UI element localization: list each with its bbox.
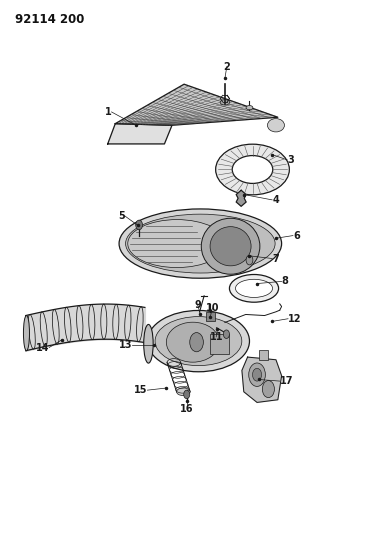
Bar — [206, 312, 215, 321]
Text: 14: 14 — [36, 343, 49, 352]
Ellipse shape — [220, 100, 229, 105]
Circle shape — [190, 333, 203, 352]
Circle shape — [246, 255, 253, 265]
Polygon shape — [236, 190, 246, 206]
Circle shape — [249, 363, 265, 386]
Ellipse shape — [246, 106, 253, 110]
Ellipse shape — [215, 144, 290, 195]
Text: 15: 15 — [134, 385, 147, 395]
Text: 3: 3 — [287, 155, 294, 165]
Ellipse shape — [119, 209, 282, 278]
Polygon shape — [115, 84, 278, 125]
Ellipse shape — [210, 227, 251, 266]
Ellipse shape — [232, 156, 273, 183]
Ellipse shape — [144, 325, 153, 363]
Ellipse shape — [229, 274, 279, 302]
Ellipse shape — [201, 219, 260, 274]
Ellipse shape — [268, 118, 284, 132]
Ellipse shape — [147, 310, 249, 372]
Text: 11: 11 — [209, 332, 223, 342]
Text: 12: 12 — [288, 314, 302, 324]
Bar — [259, 350, 268, 360]
Text: 9: 9 — [194, 300, 201, 310]
Ellipse shape — [128, 220, 226, 268]
Bar — [210, 334, 229, 354]
Ellipse shape — [23, 316, 29, 351]
Text: 92114 200: 92114 200 — [15, 13, 85, 26]
Text: 7: 7 — [272, 254, 279, 263]
Text: 8: 8 — [282, 277, 288, 286]
Circle shape — [253, 368, 262, 381]
Ellipse shape — [235, 279, 273, 297]
Polygon shape — [242, 357, 282, 402]
Text: 4: 4 — [272, 195, 279, 205]
Polygon shape — [108, 124, 172, 144]
Text: 10: 10 — [206, 303, 219, 313]
Text: 17: 17 — [280, 376, 293, 386]
Circle shape — [262, 381, 274, 398]
Text: 16: 16 — [180, 405, 194, 414]
Text: 13: 13 — [119, 341, 132, 350]
Text: 6: 6 — [293, 231, 300, 240]
Ellipse shape — [125, 214, 275, 273]
Circle shape — [223, 330, 229, 338]
Ellipse shape — [177, 388, 190, 395]
Text: 2: 2 — [223, 62, 230, 71]
Text: 5: 5 — [118, 211, 125, 221]
Circle shape — [184, 390, 190, 399]
Text: 1: 1 — [105, 107, 112, 117]
Ellipse shape — [155, 317, 242, 366]
Ellipse shape — [166, 322, 219, 362]
Circle shape — [136, 220, 143, 230]
